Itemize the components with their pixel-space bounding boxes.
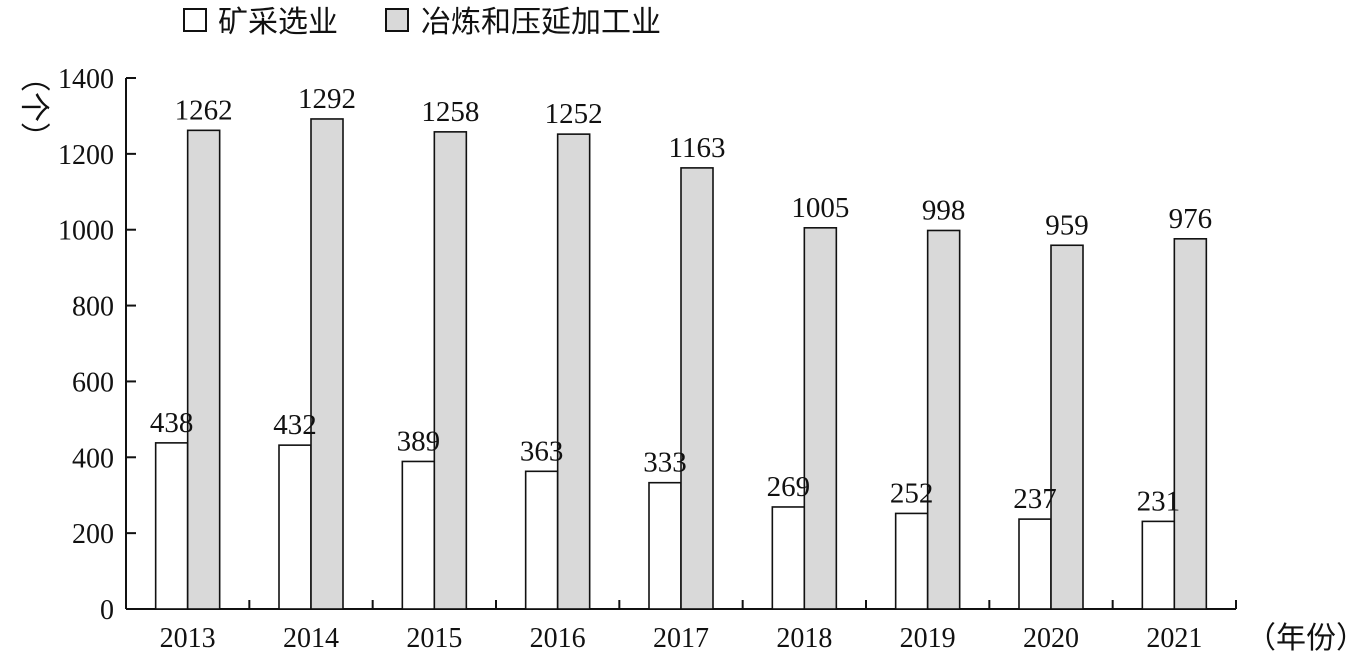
- legend-label-smelting: 冶炼和压延加工业: [421, 6, 661, 39]
- legend-swatch-mining: [183, 8, 207, 32]
- bar-mining: [1018, 518, 1052, 610]
- bar-smelting: [680, 167, 714, 610]
- legend-swatch-smelting: [385, 8, 409, 32]
- y-tick-label: 400: [72, 443, 114, 474]
- bar-label-smelting: 1163: [669, 132, 726, 164]
- bar-label-smelting: 1292: [298, 83, 356, 115]
- bar-label-smelting: 998: [922, 194, 966, 226]
- y-ticks: 0 200 400 600 800 1000 1200 1400: [58, 64, 136, 626]
- x-tick-label: 2016: [530, 623, 586, 654]
- bar-smelting: [1173, 238, 1208, 610]
- bar-mining: [401, 460, 436, 610]
- y-tick-label: 800: [72, 292, 114, 323]
- x-axis-unit-label: （年份）: [1246, 622, 1364, 655]
- bar-smelting: [803, 227, 838, 610]
- bar-label-mining: 237: [1013, 483, 1057, 515]
- bar-labels: 438 1262 432 1292 389 1258 363 1252 333 1163 269 10…: [150, 83, 1212, 517]
- x-tick-label: 2013: [160, 623, 216, 654]
- bar-smelting: [556, 133, 591, 610]
- legend-label-mining: 矿采选业: [218, 6, 338, 39]
- bar-label-mining: 252: [890, 477, 934, 509]
- bar-label-mining: 269: [767, 471, 811, 503]
- bar-label-mining: 389: [397, 425, 441, 457]
- bar-label-mining: 432: [273, 409, 317, 441]
- bar-label-smelting: 1252: [545, 98, 603, 130]
- bar-smelting: [310, 118, 344, 610]
- bar-mining: [154, 442, 189, 610]
- bar-label-mining: 438: [150, 407, 194, 439]
- x-tick-label: 2019: [900, 623, 956, 654]
- bar-smelting: [433, 131, 468, 610]
- bar-mining: [524, 470, 559, 610]
- bar-label-mining: 363: [520, 435, 564, 467]
- bar-smelting: [1050, 244, 1084, 610]
- bar-label-smelting: 1258: [421, 96, 479, 128]
- bar-mining: [894, 512, 929, 610]
- y-tick-label: 0: [100, 595, 114, 626]
- x-tick-label: 2017: [653, 623, 709, 654]
- bar-label-smelting: 1262: [175, 94, 233, 126]
- bar-smelting: [186, 129, 221, 610]
- bar-mining: [771, 506, 806, 610]
- bar-label-smelting: 959: [1045, 209, 1089, 241]
- y-tick-label: 600: [72, 367, 114, 398]
- y-tick-label: 1400: [58, 64, 114, 95]
- bars: [154, 118, 1208, 610]
- y-tick-label: 200: [72, 519, 114, 550]
- bar-label-smelting: 1005: [791, 192, 849, 224]
- x-tick-label: 2014: [283, 623, 339, 654]
- y-axis-unit: （个）: [17, 62, 50, 152]
- bar-mining: [278, 444, 312, 610]
- y-axis-unit-label: （个）: [17, 62, 50, 152]
- bar-label-mining: 231: [1137, 485, 1181, 517]
- bar-label-smelting: 976: [1169, 203, 1213, 235]
- x-tick-label: 2021: [1146, 623, 1202, 654]
- x-tick-label: 2015: [406, 623, 462, 654]
- bar-mining: [1141, 520, 1176, 610]
- bar-label-mining: 333: [643, 447, 687, 479]
- y-tick-label: 1200: [58, 140, 114, 171]
- bar-smelting: [926, 229, 961, 610]
- bar-mining: [648, 481, 682, 610]
- legend: 矿采选业 冶炼和压延加工业: [183, 6, 661, 39]
- x-ticks: 2013 2014 2015 2016 2017 2018 2019 2020 2021: [125, 600, 1237, 654]
- y-tick-label: 1000: [58, 216, 114, 247]
- x-tick-label: 2018: [776, 623, 832, 654]
- x-tick-label: 2020: [1023, 623, 1079, 654]
